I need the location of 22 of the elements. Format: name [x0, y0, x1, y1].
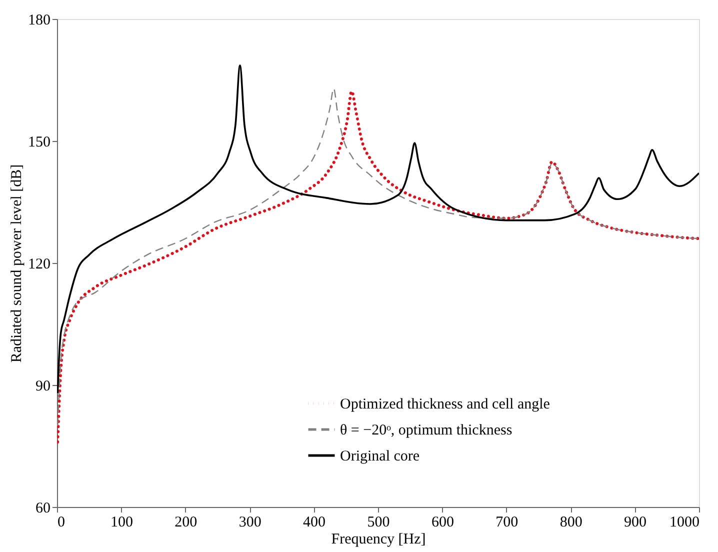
x-axis-title: Frequency [Hz] [331, 532, 426, 548]
x-tick-label: 300 [238, 514, 262, 530]
x-tick-label: 700 [496, 514, 518, 530]
x-tick-label: 500 [367, 514, 390, 530]
x-tick-label: 400 [303, 514, 326, 530]
y-axis-title: Radiated sound power level [dB] [9, 164, 25, 363]
x-tick-label: 0 [58, 514, 65, 530]
line-series [57, 64, 699, 394]
x-tick-label: 600 [431, 514, 454, 530]
legend-label: Optimized thickness and cell angle [340, 396, 550, 412]
x-tick-label: 100 [110, 514, 133, 530]
x-tick-label: 900 [624, 514, 647, 530]
legend-label: θ = −20ᵒ, optimum thickness [340, 422, 512, 438]
legend-label: Original core [340, 448, 420, 464]
y-tick-label: 90 [36, 378, 50, 394]
x-tick-label: 200 [174, 514, 198, 530]
x-tick-label: 800 [560, 514, 582, 530]
x-tick-label: 1000 [670, 514, 700, 530]
y-tick-label: 180 [28, 12, 50, 28]
y-tick-label: 120 [28, 256, 50, 272]
y-tick-label: 150 [28, 134, 50, 150]
y-tick-label: 60 [36, 500, 50, 516]
